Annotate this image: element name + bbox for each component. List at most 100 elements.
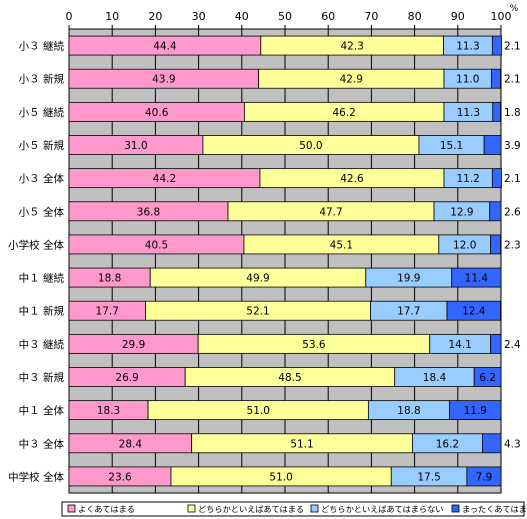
category-label: 小学校 全体 (8, 238, 64, 251)
data-label: 46.2 (332, 107, 355, 119)
x-tick-label: 50 (278, 10, 292, 23)
data-label: 51.1 (290, 438, 313, 450)
data-label: 4.3 (504, 438, 521, 450)
data-label: 44.2 (153, 173, 176, 185)
data-label: 7.9 (476, 471, 493, 483)
category-label: 中１ 継続 (19, 272, 65, 285)
data-label: 18.3 (97, 405, 120, 417)
legend-entry: どちらかといえばあてはまらない (321, 504, 444, 514)
legend-swatch (310, 504, 319, 513)
bars: 44.4 42.3 11.3 2.1 43.9 42.9 11.0 2.1 40.6 46.2 11… (68, 35, 521, 487)
category-label: 小３ 新規 (19, 73, 65, 86)
data-label: 51.0 (247, 405, 270, 417)
data-label: 26.9 (115, 372, 138, 384)
bar-segment (489, 201, 502, 222)
data-label: 31.0 (124, 140, 147, 152)
category-label: 中１ 新規 (19, 305, 65, 318)
data-label: 53.6 (302, 339, 326, 351)
bar-segment (449, 400, 502, 421)
data-label: 17.7 (397, 306, 420, 318)
unit-label: % (510, 4, 519, 14)
bar-segment (451, 267, 502, 288)
category-label: 小５ 継続 (19, 106, 65, 119)
data-label: 14.1 (448, 339, 471, 351)
bar-segment (491, 168, 502, 189)
data-label: 11.3 (456, 41, 479, 53)
bar-segment (466, 466, 502, 487)
data-label: 18.8 (98, 273, 121, 285)
data-label: 11.3 (457, 107, 480, 119)
data-label: 2.3 (504, 239, 521, 251)
data-label: 18.8 (397, 405, 420, 417)
x-tick-label: 20 (148, 10, 162, 23)
data-label: 15.1 (440, 140, 463, 152)
x-tick-label: 40 (235, 10, 249, 23)
category-label: 小５ 全体 (19, 205, 65, 218)
legend-box (61, 501, 525, 517)
legend-swatch (67, 504, 76, 513)
data-label: 42.6 (340, 173, 364, 185)
data-label: 2.1 (504, 74, 521, 86)
x-tick-label: 100 (491, 10, 512, 23)
data-label: 12.4 (462, 306, 486, 318)
legend-swatch (187, 504, 196, 513)
data-label: 40.5 (145, 239, 168, 251)
data-label: 11.4 (465, 273, 489, 285)
category-label: 中３ 新規 (19, 371, 65, 384)
bar-segment (482, 433, 502, 454)
data-label: 16.2 (436, 438, 459, 450)
data-label: 40.6 (145, 107, 169, 119)
tick-labels: 0 10 20 30 40 50 60 70 80 90 100% (66, 4, 519, 29)
bar-segment (490, 234, 501, 255)
data-label: 2.1 (504, 41, 521, 53)
data-label: 2.1 (504, 173, 521, 185)
data-label: 36.8 (137, 206, 160, 218)
data-label: 42.9 (340, 74, 363, 86)
data-label: 1.8 (504, 107, 521, 119)
bar-segment (473, 367, 502, 387)
data-label: 17.5 (417, 471, 440, 483)
data-label: 11.0 (456, 74, 479, 86)
data-label: 18.4 (423, 372, 447, 384)
data-label: 2.6 (504, 206, 521, 218)
data-label: 48.5 (278, 372, 301, 384)
category-label: 中学校 全体 (8, 470, 64, 483)
data-label: 23.6 (108, 471, 132, 483)
x-tick-label: 60 (321, 10, 335, 23)
data-label: 42.3 (340, 41, 363, 53)
bar-segment (491, 35, 502, 56)
x-tick-label: 80 (408, 10, 422, 23)
data-label: 11.9 (464, 405, 487, 417)
bar-segment (446, 300, 501, 321)
data-label: 6.2 (479, 372, 496, 384)
bar-segment (491, 68, 501, 89)
data-label: 43.9 (152, 74, 175, 86)
bar-segment (483, 135, 502, 155)
data-label: 2.4 (504, 339, 521, 351)
x-tick-label: 90 (451, 10, 465, 23)
data-label: 49.9 (246, 273, 269, 285)
data-label: 29.9 (122, 339, 145, 351)
category-label: 中１ 全体 (19, 404, 65, 417)
data-label: 3.9 (504, 140, 521, 152)
data-label: 50.0 (299, 140, 322, 152)
data-label: 51.0 (269, 471, 292, 483)
legend-entry: よくあてはまる (78, 504, 135, 514)
data-label: 19.9 (397, 273, 420, 285)
category-label: 小３ 全体 (19, 172, 65, 185)
category-label: 小３ 継続 (19, 40, 65, 53)
legend: よくあてはまる どちらかといえばあてはまる どちらかといえばあてはまらない まったくあ… (61, 501, 527, 517)
x-tick-label: 30 (192, 10, 206, 23)
x-tick-label: 70 (364, 10, 378, 23)
data-label: 47.7 (319, 206, 342, 218)
data-label: 17.7 (96, 306, 119, 318)
x-tick-label: 10 (105, 10, 119, 23)
data-label: 52.1 (246, 306, 269, 318)
data-label: 11.2 (456, 173, 479, 185)
bar-segment (492, 101, 501, 122)
category-label: 中３ 継続 (19, 338, 65, 351)
data-label: 45.1 (330, 239, 353, 251)
x-tick-label: 0 (66, 10, 73, 23)
